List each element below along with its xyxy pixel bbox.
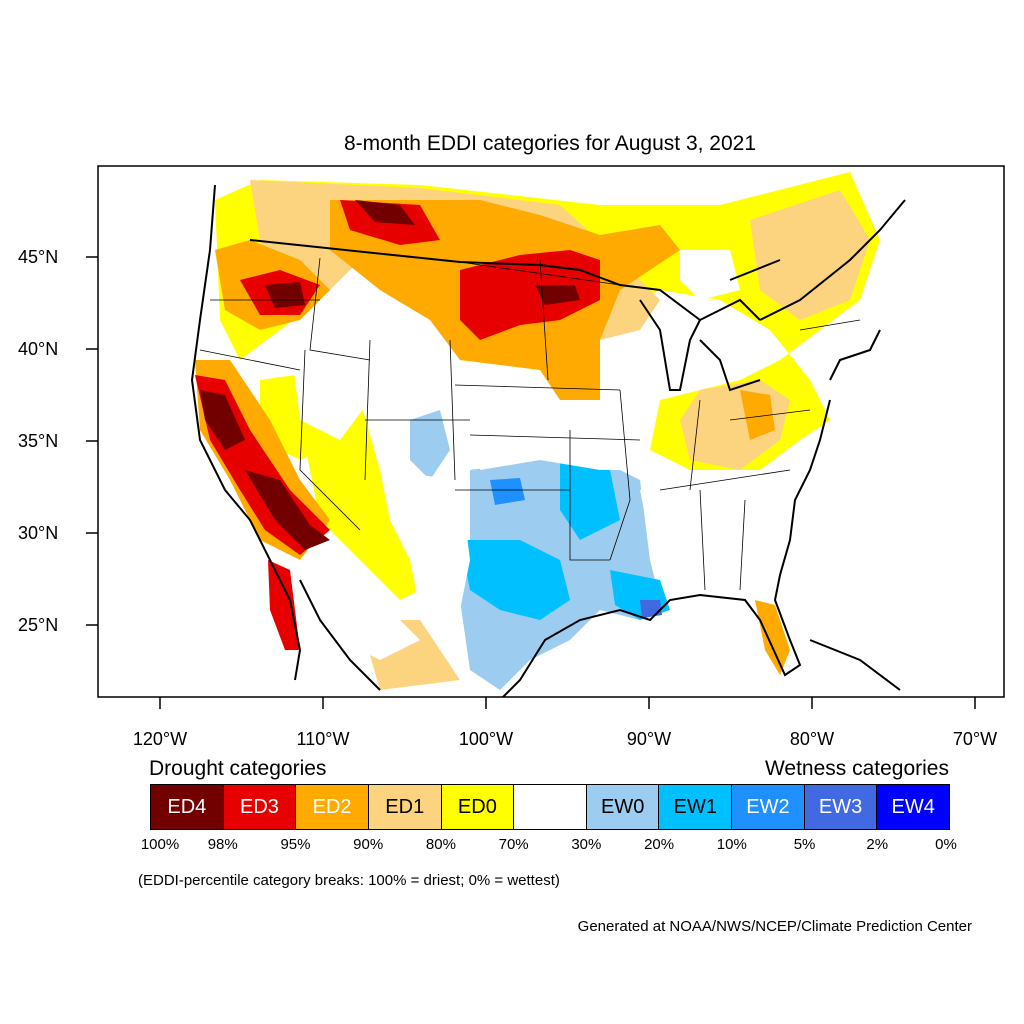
legend-cell: EW0: [586, 785, 660, 829]
normal-great-basin: [290, 330, 370, 440]
ew2-oklahoma: [490, 478, 525, 505]
lon-label: 100°W: [458, 729, 514, 749]
lon-label: 110°W: [296, 729, 350, 749]
percentile-label: 0%: [935, 836, 957, 853]
legend-cell: EW1: [659, 785, 733, 829]
percentile-label: 95%: [280, 836, 311, 853]
map-title: 8-month EDDI categories for August 3, 20…: [343, 132, 757, 155]
legend-cell: [514, 785, 587, 829]
lon-ticks: [159, 697, 976, 709]
lat-label: 25°N: [18, 615, 59, 635]
legend-colorbar: ED4 ED3 ED2 ED1 ED0 EW0 EW1 EW2 EW3 EW4: [150, 784, 950, 830]
legend-cell: ED1: [368, 785, 442, 829]
ed4-nd: [535, 285, 580, 305]
normal-southwest: [380, 470, 470, 610]
legend-cell: ED4: [151, 785, 224, 829]
wetness-heading: Wetness categories: [764, 757, 949, 780]
category-note: (EDDI-percentile category breaks: 100% =…: [138, 872, 560, 889]
normal-mexico: [300, 580, 420, 660]
percentile-label: 5%: [793, 836, 816, 853]
lon-label: 70°W: [952, 729, 998, 749]
lon-label: 80°W: [789, 729, 835, 749]
ed1-northeast: [750, 190, 870, 320]
legend-cell: ED3: [223, 785, 297, 829]
lat-label: 40°N: [18, 339, 59, 359]
percentile-label: 98%: [207, 836, 238, 853]
ed2-florida: [755, 600, 790, 675]
legend-cell: EW3: [804, 785, 878, 829]
map-frame: [97, 165, 1005, 698]
percentile-label: 2%: [866, 836, 889, 853]
lat-label: 30°N: [18, 523, 59, 543]
percentile-label: 80%: [425, 836, 456, 853]
percentile-label: 30%: [571, 836, 602, 853]
percentile-label: 70%: [498, 836, 529, 853]
ed0-southwest: [300, 400, 420, 600]
ed4-california: [200, 390, 245, 450]
lat-label: 35°N: [18, 431, 59, 451]
percentile-label: 20%: [644, 836, 675, 853]
lat-ticks: [86, 256, 98, 626]
ew0-colorado: [410, 410, 450, 480]
normal-ontario: [680, 250, 740, 300]
ed2-ohio: [740, 390, 775, 440]
lat-label: 45°N: [18, 247, 59, 267]
legend-cell: EW2: [732, 785, 805, 829]
ed4-sw: [245, 470, 330, 550]
legend-cell: EW4: [877, 785, 950, 829]
ed4-montana: [355, 200, 415, 225]
legend-cell: ED2: [296, 785, 369, 829]
ed3-baja: [268, 560, 300, 650]
lon-label: 90°W: [626, 729, 672, 749]
legend-cell: ED0: [441, 785, 515, 829]
drought-heading: Drought categories: [149, 757, 327, 780]
percentile-label: 100%: [140, 836, 180, 853]
ed3-dakotas: [460, 250, 600, 340]
percentile-label: 90%: [353, 836, 384, 853]
ew1-texas: [460, 540, 570, 620]
coastlines: [190, 184, 906, 697]
ew1-arkansas: [560, 460, 620, 540]
ed4-oregon: [265, 282, 305, 308]
ew3-louisiana: [640, 600, 662, 618]
normal-southeast: [640, 470, 800, 590]
percentile-label: 10%: [716, 836, 747, 853]
lon-label: 120°W: [132, 729, 188, 749]
normal-central: [470, 400, 640, 470]
credit-line: Generated at NOAA/NWS/NCEP/Climate Predi…: [577, 918, 972, 935]
